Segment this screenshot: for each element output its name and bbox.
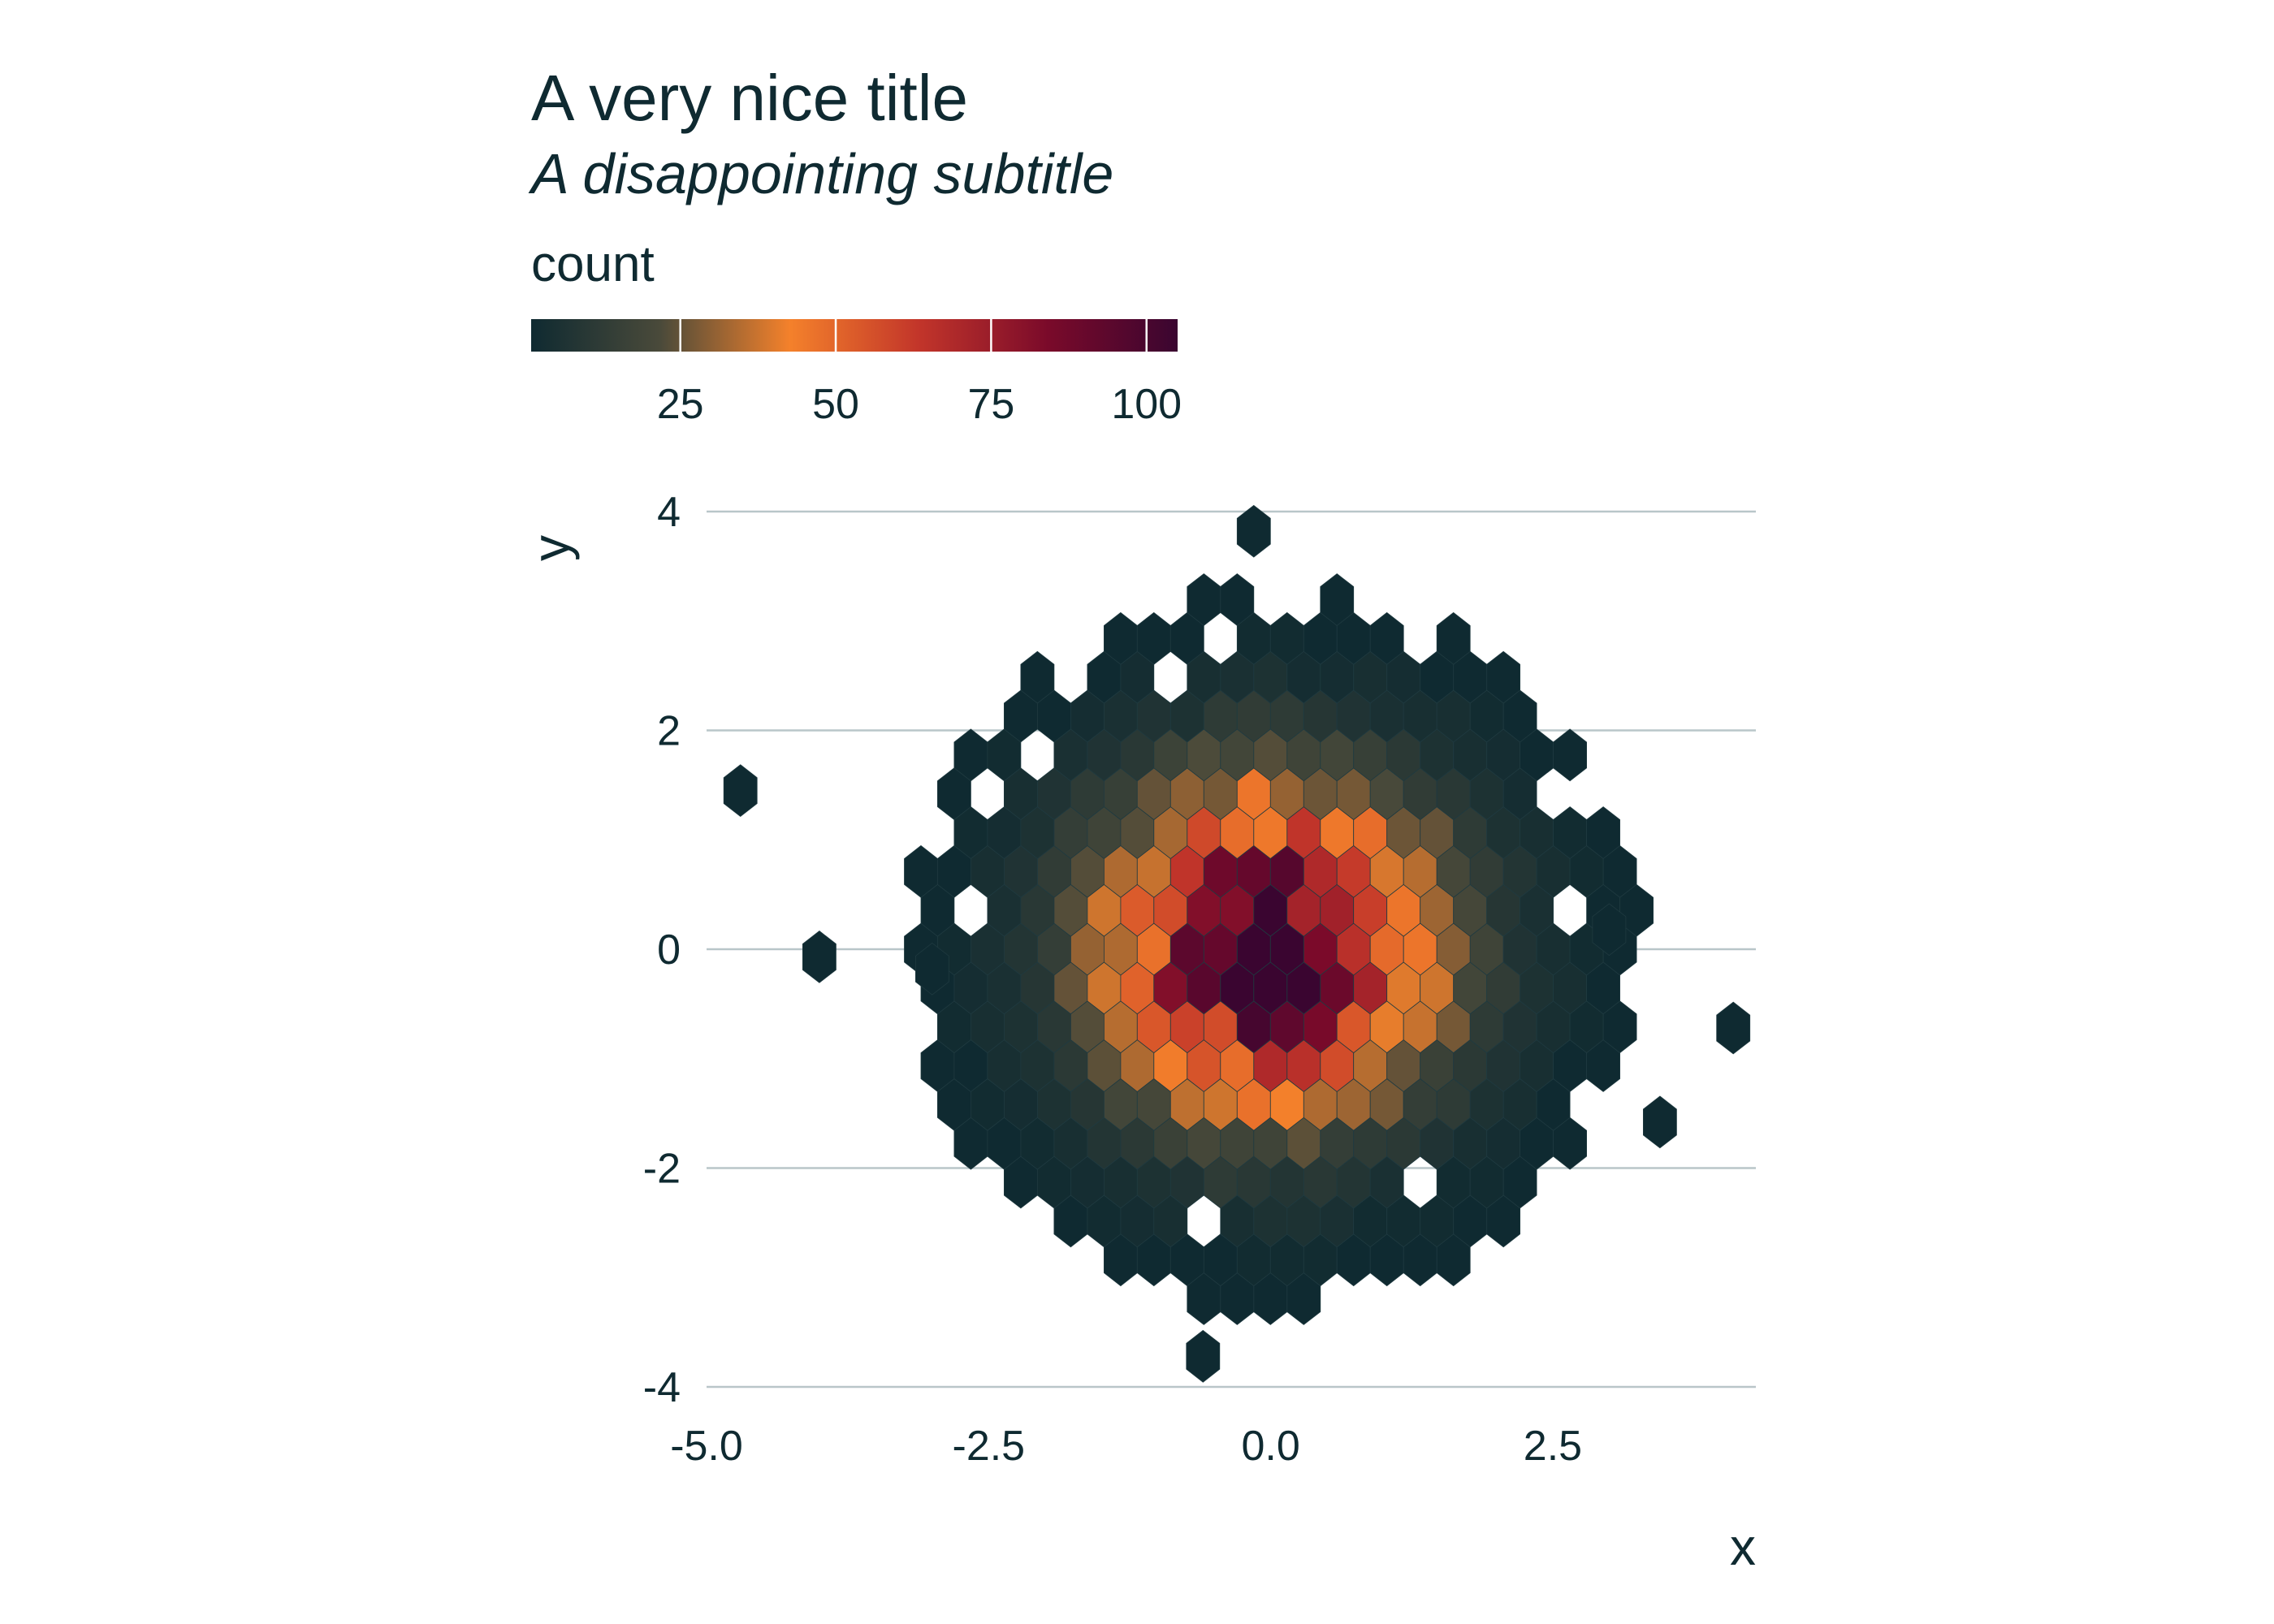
hex-bin: [1236, 504, 1271, 558]
x-tick-label: 0.0: [1241, 1423, 1299, 1470]
legend-colorbar: [531, 319, 1178, 352]
hex-bin: [1186, 1329, 1221, 1383]
hex-bin: [1020, 650, 1055, 704]
hex-bin: [1643, 1095, 1677, 1149]
hex-bin: [1436, 611, 1471, 665]
legend-title: count: [531, 236, 655, 292]
chart-subtitle: A disappointing subtitle: [528, 142, 1113, 205]
hex-bin: [1220, 573, 1255, 626]
y-tick-label: -2: [643, 1146, 681, 1193]
hex-bin: [1369, 611, 1404, 665]
x-axis-title: x: [1730, 1518, 1756, 1576]
hex-bin: [915, 942, 949, 996]
y-axis-ticks: -4 -2 0 2 4: [643, 489, 681, 1411]
chart-title: A very nice title: [531, 62, 968, 134]
hex-bin: [1716, 1001, 1751, 1055]
legend-tick-label: 50: [812, 381, 859, 428]
legend-tick-label: 25: [657, 381, 704, 428]
y-tick-label: 2: [657, 708, 681, 755]
hex-bin: [1586, 806, 1620, 859]
x-tick-label: 2.5: [1524, 1423, 1582, 1470]
hex-bin: [1553, 728, 1587, 782]
y-axis-title: y: [521, 535, 580, 561]
y-tick-label: 0: [657, 926, 681, 974]
x-tick-label: -2.5: [953, 1423, 1026, 1470]
hex-bin: [1592, 903, 1627, 957]
legend-tick-label: 75: [967, 381, 1014, 428]
legend: count 25 50 75 100: [531, 236, 1182, 428]
hexbin-layer: [723, 504, 1751, 1383]
legend-ticks: 25 50 75 100: [657, 319, 1182, 428]
x-axis-ticks: -5.0 -2.5 0.0 2.5: [670, 1423, 1582, 1470]
hex-bin: [1320, 573, 1355, 626]
y-tick-label: 4: [657, 489, 681, 536]
hex-bin: [1486, 650, 1520, 704]
x-tick-label: -5.0: [670, 1423, 743, 1470]
y-tick-label: -4: [643, 1364, 681, 1411]
legend-tick-label: 100: [1111, 381, 1182, 428]
hex-bin: [723, 764, 758, 818]
hex-bin: [802, 930, 837, 983]
